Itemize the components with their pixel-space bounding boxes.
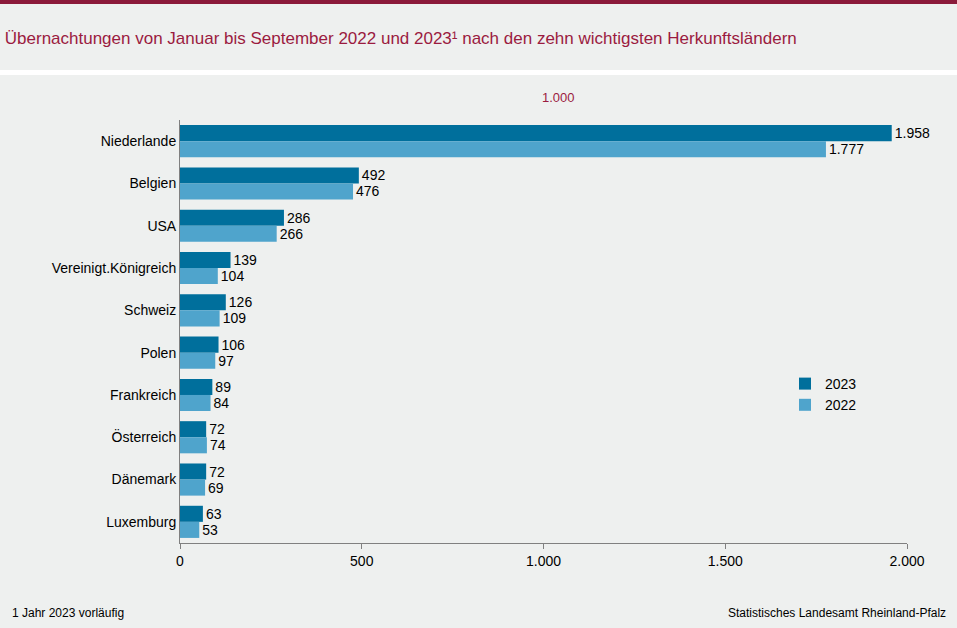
svg-text:Statistisches Landesamt Rheinl: Statistisches Landesamt Rheinland-Pfalz (728, 606, 946, 620)
svg-text:500: 500 (350, 553, 374, 569)
svg-text:1.958: 1.958 (895, 125, 930, 141)
svg-text:106: 106 (222, 337, 246, 353)
svg-text:104: 104 (221, 268, 245, 284)
svg-text:2022: 2022 (825, 397, 856, 413)
svg-text:Luxemburg: Luxemburg (106, 514, 176, 530)
svg-text:Österreich: Österreich (112, 428, 177, 445)
svg-text:Frankreich: Frankreich (110, 387, 176, 403)
svg-text:286: 286 (287, 210, 311, 226)
svg-text:2.000: 2.000 (889, 553, 924, 569)
svg-text:89: 89 (215, 379, 231, 395)
svg-text:84: 84 (214, 395, 230, 411)
svg-text:Vereinigt.Königreich: Vereinigt.Königreich (52, 260, 177, 276)
svg-text:109: 109 (223, 310, 247, 326)
svg-text:139: 139 (234, 252, 258, 268)
svg-text:1.500: 1.500 (708, 553, 743, 569)
svg-text:Polen: Polen (140, 345, 176, 361)
svg-text:Niederlande: Niederlande (101, 133, 177, 149)
svg-text:1.000: 1.000 (542, 90, 575, 105)
svg-text:1.777: 1.777 (829, 141, 864, 157)
svg-text:266: 266 (280, 226, 304, 242)
svg-text:74: 74 (210, 437, 226, 453)
svg-text:69: 69 (208, 480, 224, 496)
svg-text:72: 72 (209, 421, 225, 437)
svg-text:97: 97 (218, 353, 234, 369)
svg-text:0: 0 (176, 553, 184, 569)
svg-text:USA: USA (147, 218, 176, 234)
svg-text:1 Jahr 2023 vorläufig: 1 Jahr 2023 vorläufig (12, 606, 124, 620)
svg-text:Belgien: Belgien (129, 175, 176, 191)
svg-text:Schweiz: Schweiz (124, 302, 176, 318)
svg-text:63: 63 (206, 506, 222, 522)
svg-text:2023: 2023 (825, 376, 856, 392)
svg-text:1.000: 1.000 (526, 553, 561, 569)
svg-text:Übernachtungen von Januar bis: Übernachtungen von Januar bis September … (5, 29, 797, 48)
svg-text:126: 126 (229, 294, 253, 310)
svg-text:72: 72 (209, 464, 225, 480)
svg-text:53: 53 (202, 522, 218, 538)
svg-text:476: 476 (356, 183, 380, 199)
svg-text:492: 492 (362, 167, 386, 183)
svg-text:Dänemark: Dänemark (112, 471, 178, 487)
